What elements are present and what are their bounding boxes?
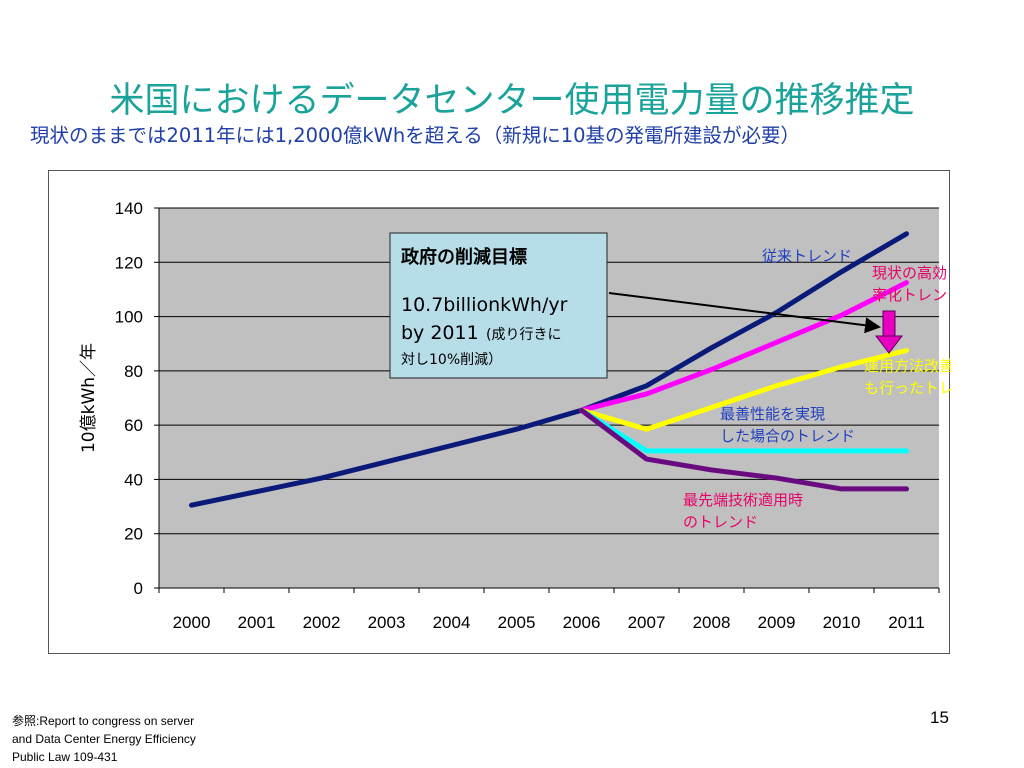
y-axis: 0 20 40 60 80 100 120 140	[115, 199, 160, 598]
series-labels: 従来トレンド現状の高効率化トレンド運用方法改善も行ったトレンド最善性能を実現した…	[683, 247, 951, 531]
chart-frame: 0 20 40 60 80 100 120 140 2000 2001 2002 2003 2004 2…	[48, 170, 951, 654]
x-tick-label: 2008	[693, 613, 731, 632]
x-tick-label: 2001	[238, 613, 276, 632]
x-tick-label: 2010	[823, 613, 861, 632]
annotation-title: 政府の削減目標	[401, 246, 527, 268]
x-tick-label: 2006	[563, 613, 601, 632]
series-label: 最先端技術適用時	[683, 491, 803, 509]
series-label: も行ったトレンド	[864, 379, 951, 397]
x-tick-label: 2002	[303, 613, 341, 632]
x-tick-label: 2007	[628, 613, 666, 632]
series-line	[579, 407, 909, 454]
series-label: 率化トレンド	[872, 286, 951, 304]
page-number: 15	[930, 708, 949, 727]
x-tick-label: 2009	[758, 613, 796, 632]
y-tick-label: 140	[115, 199, 143, 218]
annotation-background	[389, 232, 608, 379]
annotation-arrow	[608, 292, 881, 334]
series-label: 最善性能を実現	[720, 405, 825, 423]
series-label: のトレンド	[683, 513, 758, 531]
series-line	[579, 280, 909, 413]
footnote-line: and Data Center Energy Efficiency	[12, 732, 196, 746]
y-tick-label: 0	[134, 579, 143, 598]
y-tick-label: 40	[124, 470, 143, 489]
annotation-line1: 10.7billionkWh/yr	[401, 294, 568, 316]
slide-title: 米国におけるデータセンター使用電力量の推移推定	[109, 81, 915, 121]
series-label: した場合のトレンド	[720, 427, 855, 445]
annotation-line2a: by 2011	[401, 322, 479, 344]
annotation-box: 政府の削減目標 10.7billionkWh/yr by 2011 (成り行きに…	[389, 232, 608, 379]
series-line	[189, 231, 909, 508]
x-tick-label: 2003	[368, 613, 406, 632]
footnote-line: Public Law 109-431	[12, 750, 118, 764]
y-tick-label: 120	[115, 253, 143, 272]
x-tick-label: 2005	[498, 613, 536, 632]
y-tick-label: 80	[124, 362, 143, 381]
x-tick-label: 2000	[173, 613, 211, 632]
series-lines	[189, 231, 909, 508]
y-tick-label: 20	[124, 525, 143, 544]
footnote: 参照:Report to congress on server and Data…	[12, 712, 252, 766]
series-label: 現状の高効	[872, 264, 947, 282]
x-axis: 2000 2001 2002 2003 2004 2005 2006 2007 2008 2009…	[158, 588, 940, 632]
x-tick-label: 2004	[433, 613, 471, 632]
series-line	[579, 407, 909, 492]
x-tick-label: 2011	[888, 613, 925, 632]
series-line	[579, 348, 909, 432]
annotation-line2b: (成り行きに	[486, 327, 561, 343]
y-axis-label: 10億kWh／年	[79, 343, 99, 453]
slide-subtitle: 現状のままでは2011年には1,2000億kWhを超える（新規に10基の発電所建…	[30, 124, 801, 147]
y-tick-label: 60	[124, 416, 143, 435]
y-tick-label: 100	[115, 308, 143, 327]
target-down-arrow-icon	[874, 310, 904, 354]
annotation-line3: 対し10%削減）	[401, 351, 502, 368]
series-label: 運用方法改善	[864, 357, 951, 375]
series-label: 従来トレンド	[762, 247, 852, 265]
footnote-line: 参照:Report to congress on server	[12, 714, 195, 728]
